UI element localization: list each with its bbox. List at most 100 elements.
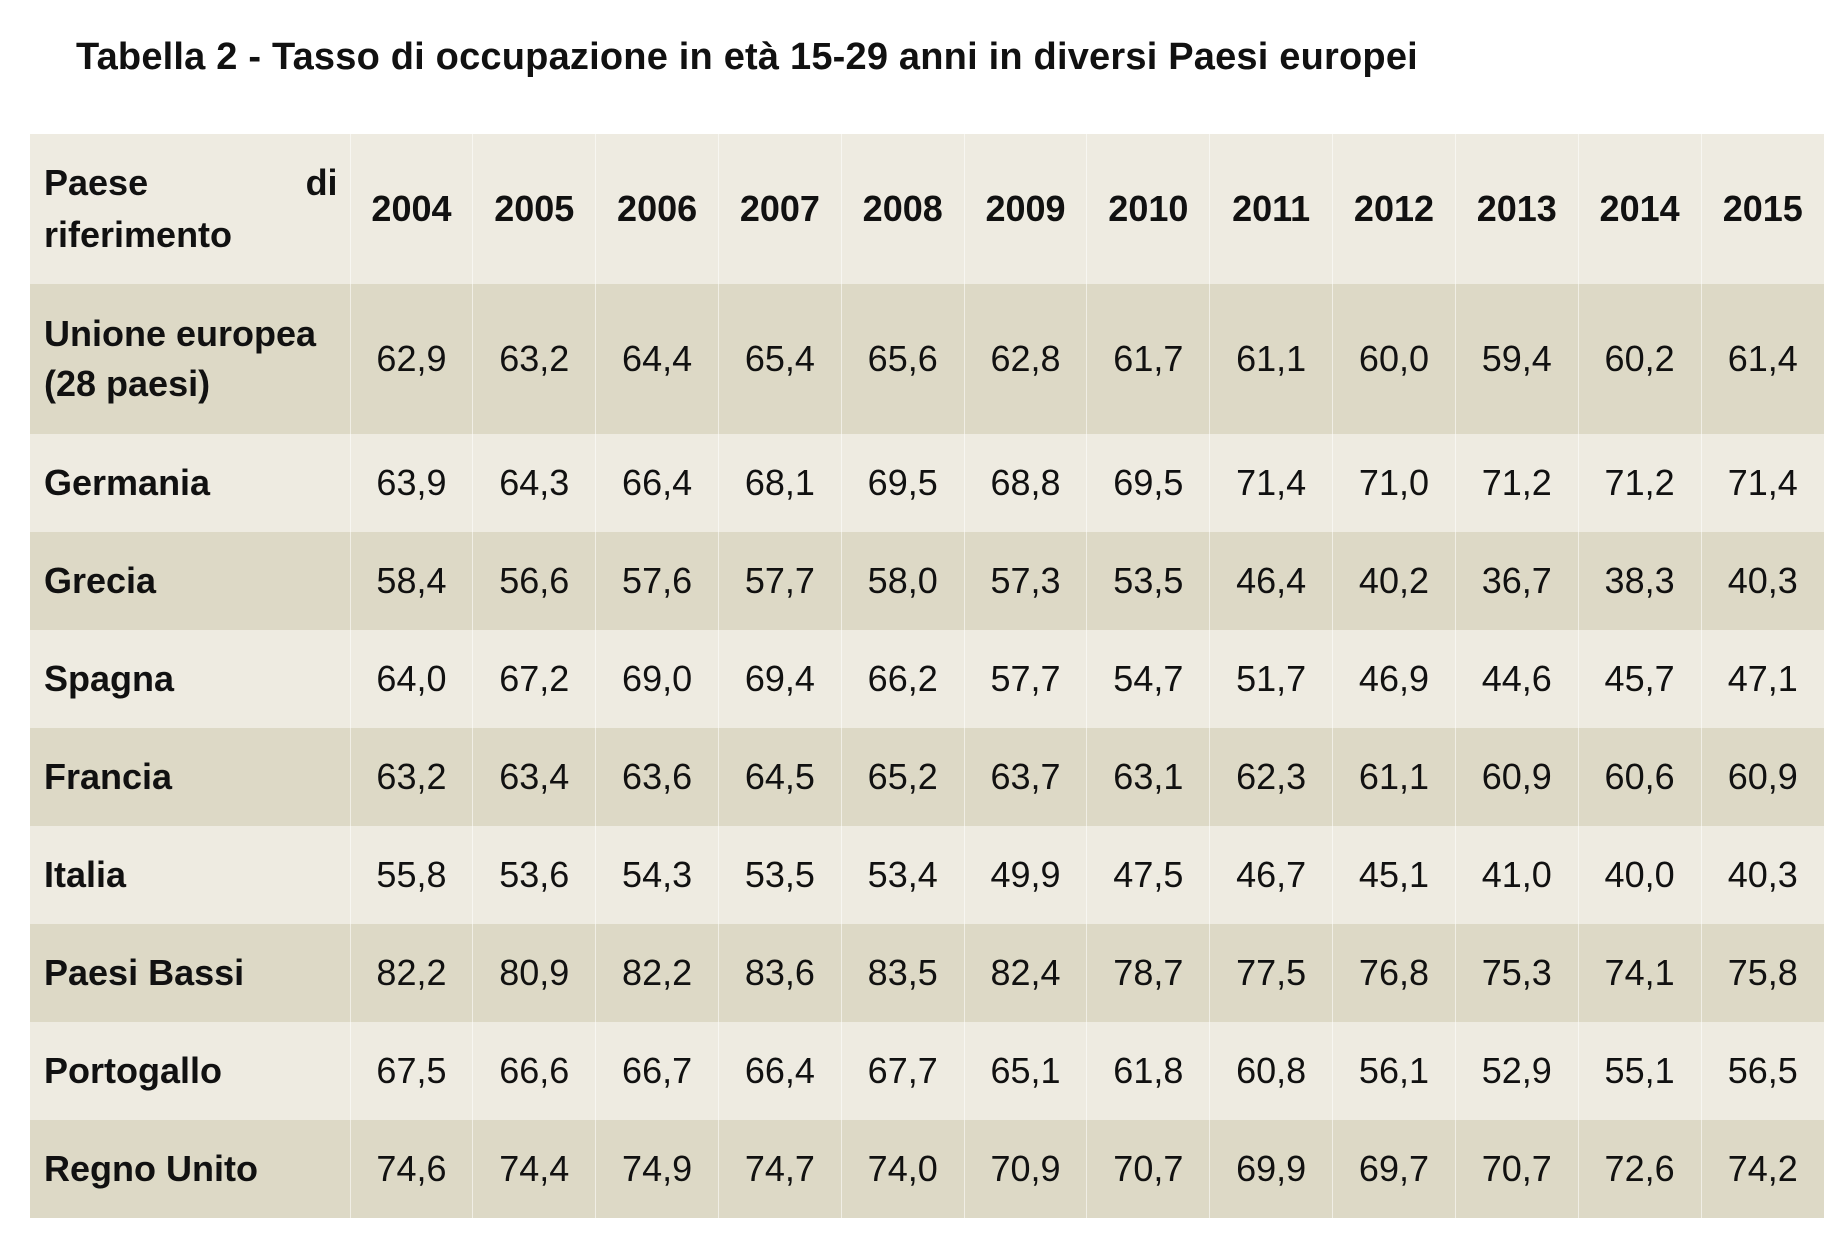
table-cell: 69,5 [840,434,965,532]
table-cell: 45,1 [1332,826,1456,924]
table-cell: 74,6 [349,1120,473,1218]
table-cell: 80,9 [472,924,596,1022]
table-cell: 65,1 [963,1022,1087,1120]
table-cell: 40,0 [1577,826,1701,924]
table-row-unione-europea: Unione europea (28 paesi) 62,9 63,2 64,4… [30,284,1824,434]
table-cell: 63,4 [472,728,596,826]
header-country: Paese di riferimento [30,134,350,284]
row-label-line2: (28 paesi) [44,363,211,404]
row-label: Unione europea (28 paesi) [30,284,350,434]
row-label: Italia [44,854,127,895]
table-title: Tabella 2 - Tasso di occupazione in età … [76,36,1418,78]
header-year: 2007 [718,134,842,284]
header-year: 2008 [840,134,965,284]
table-cell: 52,9 [1454,1022,1579,1120]
table-cell: 58,4 [349,532,473,630]
header-year: 2009 [963,134,1087,284]
header-country-word-di: di [305,162,338,203]
table-cell: 62,3 [1209,728,1333,826]
table-cell: 74,0 [840,1120,965,1218]
table-cell: 66,6 [472,1022,596,1120]
table-cell: 76,8 [1332,924,1456,1022]
table-cell: 68,8 [963,434,1087,532]
table-cell: 63,1 [1086,728,1210,826]
table-cell: 46,9 [1332,630,1456,728]
table-cell: 74,1 [1577,924,1701,1022]
row-label: Spagna [44,658,175,699]
table-cell: 40,2 [1332,532,1456,630]
table-cell: 47,5 [1086,826,1210,924]
table-cell: 70,9 [963,1120,1087,1218]
table-cell: 55,1 [1577,1022,1701,1120]
table-cell: 69,9 [1209,1120,1333,1218]
table-cell: 83,5 [840,924,965,1022]
header-year: 2004 [349,134,473,284]
table-cell: 57,3 [963,532,1087,630]
table-cell: 45,7 [1577,630,1701,728]
table-cell: 67,2 [472,630,596,728]
row-label-line1: Unione europea [44,313,317,354]
table-cell: 66,4 [595,434,719,532]
table-cell: 64,5 [718,728,842,826]
header-year: 2010 [1086,134,1210,284]
row-label: Germania [44,462,211,503]
table-cell: 74,9 [595,1120,719,1218]
table-cell: 56,5 [1700,1022,1824,1120]
table-cell: 60,9 [1454,728,1579,826]
table-cell: 62,8 [963,284,1087,434]
table-cell: 67,7 [840,1022,965,1120]
table-cell: 56,1 [1332,1022,1456,1120]
table-cell: 49,9 [963,826,1087,924]
table-cell: 83,6 [718,924,842,1022]
table-cell: 77,5 [1209,924,1333,1022]
table-cell: 53,6 [472,826,596,924]
table-cell: 55,8 [349,826,473,924]
table-cell: 64,0 [349,630,473,728]
table-cell: 61,7 [1086,284,1210,434]
table-cell: 54,7 [1086,630,1210,728]
table-row-italia: Italia 55,8 53,6 54,3 53,5 53,4 49,9 47,… [30,826,1824,924]
table-cell: 65,2 [840,728,965,826]
table-cell: 60,0 [1332,284,1456,434]
table-cell: 65,6 [840,284,965,434]
table-cell: 69,4 [718,630,842,728]
table-cell: 64,4 [595,284,719,434]
table-cell: 82,2 [349,924,473,1022]
table-cell: 59,4 [1454,284,1579,434]
table-row-spagna: Spagna 64,0 67,2 69,0 69,4 66,2 57,7 54,… [30,630,1824,728]
table-cell: 46,7 [1209,826,1333,924]
table-cell: 60,9 [1700,728,1824,826]
table-row-grecia: Grecia 58,4 56,6 57,6 57,7 58,0 57,3 53,… [30,532,1824,630]
table-cell: 69,7 [1332,1120,1456,1218]
table-cell: 74,4 [472,1120,596,1218]
table-cell: 63,9 [349,434,473,532]
table-cell: 60,2 [1577,284,1701,434]
header-year: 2014 [1577,134,1701,284]
table-cell: 61,4 [1700,284,1824,434]
table-cell: 53,4 [840,826,965,924]
table-cell: 40,3 [1700,532,1824,630]
table-cell: 66,7 [595,1022,719,1120]
table-cell: 40,3 [1700,826,1824,924]
table-cell: 61,1 [1209,284,1333,434]
table-cell: 74,2 [1700,1120,1824,1218]
employment-rate-table: Paese di riferimento 2004 2005 2006 2007… [30,134,1824,1218]
table-cell: 53,5 [1086,532,1210,630]
table-cell: 70,7 [1454,1120,1579,1218]
table-cell: 47,1 [1700,630,1824,728]
table-cell: 69,0 [595,630,719,728]
table-cell: 57,6 [595,532,719,630]
table-cell: 66,4 [718,1022,842,1120]
table-cell: 64,3 [472,434,596,532]
header-year: 2013 [1454,134,1579,284]
table-cell: 60,8 [1209,1022,1333,1120]
table-cell: 63,7 [963,728,1087,826]
table-cell: 41,0 [1454,826,1579,924]
row-label: Grecia [44,560,157,601]
table-cell: 63,6 [595,728,719,826]
table-cell: 44,6 [1454,630,1579,728]
row-label: Regno Unito [44,1148,258,1189]
table-cell: 38,3 [1577,532,1701,630]
header-year: 2006 [595,134,719,284]
header-year: 2015 [1700,134,1824,284]
